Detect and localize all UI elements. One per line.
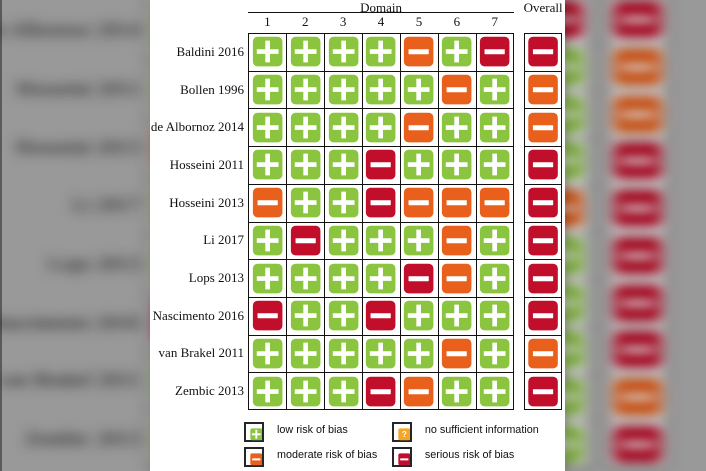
- svg-text:?: ?: [401, 430, 406, 439]
